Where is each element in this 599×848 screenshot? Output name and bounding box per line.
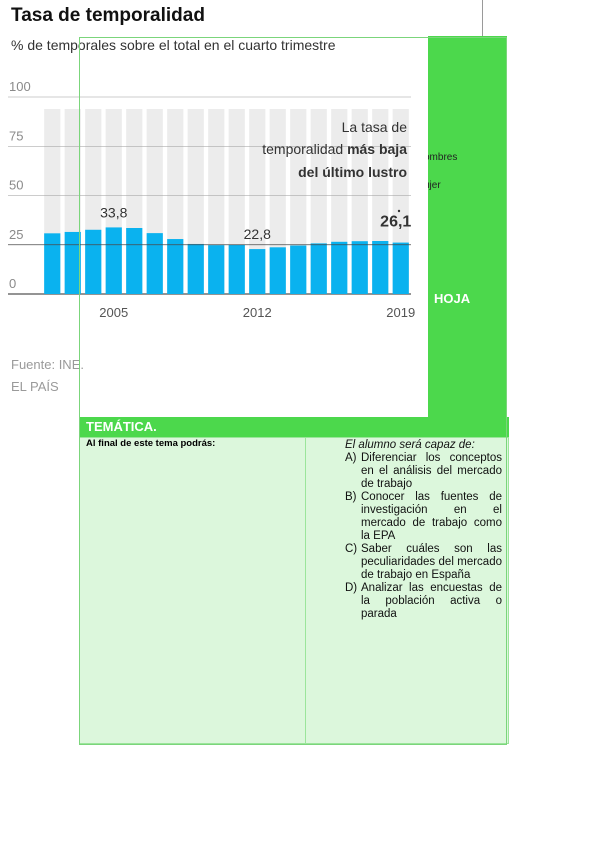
y-tick-label: 50 (9, 178, 23, 193)
y-tick-label: 0 (9, 276, 16, 291)
table-left-header: Al final de este tema podrás: (86, 438, 216, 449)
bar (269, 247, 286, 294)
x-tick-label: 2005 (99, 305, 128, 320)
document-header-label: HOJA (434, 291, 471, 306)
bar (228, 244, 245, 294)
bar (372, 241, 389, 294)
bar (64, 231, 81, 294)
bar (310, 243, 327, 294)
data-label: 26,1 (380, 214, 411, 231)
chart-subtitle: % de temporales sobre el total en el cua… (11, 37, 336, 53)
objective-item: D) Analizar las encuestas de la población… (345, 582, 502, 621)
y-tick-label: 75 (9, 128, 23, 143)
bar (290, 245, 307, 294)
bar (85, 229, 102, 294)
chart-source: Fuente: INE. (11, 357, 84, 372)
objectives-list: A) Diferenciar los conceptos en el anális… (345, 452, 502, 621)
background-column (249, 109, 266, 294)
bar (351, 241, 368, 294)
annotation-emphasis: más baja (347, 141, 407, 157)
objectives-table (79, 437, 509, 744)
objective-item: A) Diferenciar los conceptos en el anális… (345, 452, 502, 491)
objective-item: B) Conocer las fuentes de investigación e… (345, 491, 502, 543)
chart-card: Tasa de temporalidad % de temporales sob… (0, 0, 428, 417)
objective-text: Conocer las fuentes de investigación en … (361, 491, 502, 542)
objectives-cell: El alumno será capaz de: A) Diferenciar l… (345, 439, 502, 621)
chart-title: Tasa de temporalidad (11, 5, 205, 26)
bar (167, 239, 184, 294)
objective-item: C) Saber cuáles son las peculiaridades de… (345, 543, 502, 582)
y-tick-label: 25 (9, 227, 23, 242)
objective-letter: D) (345, 582, 358, 594)
objective-text: Saber cuáles son las peculiaridades del … (361, 543, 502, 581)
section-title: TEMÁTICA. (86, 419, 157, 434)
bar-chart: 0 25 50 75 100 2005 2012 2019 33,8 22,8 26,1 La tas… (8, 79, 415, 320)
bar (249, 249, 266, 294)
bar (187, 243, 204, 294)
bar (392, 242, 409, 294)
x-tick-label: 2019 (386, 305, 415, 320)
objective-letter: A) (345, 452, 357, 464)
bar (126, 228, 143, 294)
annotation-line: temporalidad más baja (262, 141, 407, 157)
annotation-text: temporalidad (262, 141, 347, 157)
objective-letter: B) (345, 491, 357, 503)
bar (44, 233, 61, 294)
x-tick-label: 2012 (243, 305, 272, 320)
chart-credit: EL PAÍS (11, 379, 59, 394)
bar (331, 241, 348, 294)
annotation-emphasis: del último lustro (298, 164, 407, 180)
document-fragment-text: ujer (424, 180, 441, 191)
data-label: 33,8 (100, 204, 127, 220)
annotation-leader-dot (397, 209, 401, 213)
document-top-edge (80, 0, 483, 36)
objective-text: Analizar las encuestas de la población a… (361, 582, 502, 620)
objective-text: Diferenciar los conceptos en el análisis… (361, 452, 502, 490)
document-fragment-text: ombres (424, 152, 458, 163)
objective-letter: C) (345, 543, 358, 555)
data-label: 22,8 (244, 226, 271, 242)
table-column-divider (305, 437, 306, 744)
y-tick-label: 100 (9, 79, 31, 94)
bar (146, 233, 163, 294)
bar (208, 245, 225, 294)
objectives-intro: El alumno será capaz de: (345, 439, 475, 451)
bar (105, 227, 122, 294)
annotation-line: La tasa de (342, 119, 408, 135)
section-title-bar (79, 417, 509, 437)
